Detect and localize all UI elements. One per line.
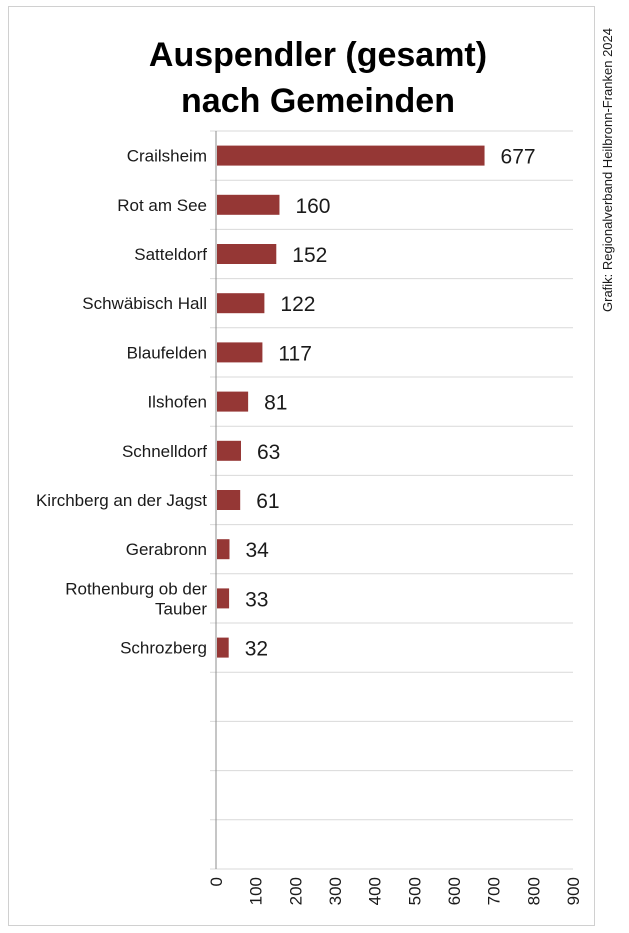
category-label: Blaufelden [127, 343, 207, 362]
bar [217, 588, 230, 609]
category-label-line: Satteldorf [134, 245, 207, 264]
category-label-line: Schnelldorf [122, 442, 207, 461]
x-axis-tick-labels: 0 100 200 300 400 500 600 700 800 900 [207, 877, 583, 905]
bars [217, 145, 485, 658]
bar [217, 145, 485, 166]
x-tick-label: 600 [445, 877, 464, 905]
x-tick-label: 500 [405, 877, 424, 905]
value-label: 81 [264, 392, 287, 415]
category-label: Kirchberg an der Jagst [36, 491, 207, 510]
value-label: 117 [278, 342, 311, 365]
category-label: Schrozberg [120, 639, 207, 658]
category-label-line: Schwäbisch Hall [82, 294, 207, 313]
value-label: 122 [280, 293, 315, 316]
value-label: 160 [295, 195, 330, 218]
category-label-line: Crailsheim [127, 147, 207, 166]
value-label: 677 [501, 146, 536, 169]
bar [217, 539, 230, 560]
x-tick-label: 300 [326, 877, 345, 905]
category-label-line: Blaufelden [127, 343, 207, 362]
bar [217, 440, 241, 461]
gridlines [210, 130, 573, 870]
category-label: Crailsheim [127, 147, 207, 166]
value-label: 61 [256, 490, 279, 513]
category-labels: Crailsheim Rot am See Satteldorf Schwäbisch… [36, 147, 207, 658]
source-credit: Grafik: Regionalverband Heilbronn-Franke… [600, 28, 615, 312]
value-label: 63 [257, 441, 280, 464]
value-labels: 677 160 152 122 117 81 63 61 34 33 32 [245, 146, 536, 661]
value-label: 32 [245, 638, 268, 661]
x-tick-label: 200 [286, 877, 305, 905]
category-label-line: Rothenburg ob der [65, 579, 207, 598]
x-tick-label: 400 [366, 877, 385, 905]
category-label-line: Kirchberg an der Jagst [36, 491, 207, 510]
category-label-line: Schrozberg [120, 639, 207, 658]
category-label-line: Tauber [155, 599, 207, 618]
bar [217, 293, 265, 314]
category-label-line: Ilshofen [147, 393, 207, 412]
bar [217, 637, 229, 658]
x-tick-label: 100 [247, 877, 266, 905]
bar [217, 490, 241, 510]
bar [217, 244, 277, 264]
bar [217, 391, 249, 412]
category-label-line: Gerabronn [126, 540, 207, 559]
value-label: 33 [245, 588, 268, 611]
value-label: 152 [292, 244, 327, 267]
x-tick-label: 700 [485, 877, 504, 905]
category-label: Gerabronn [126, 540, 207, 559]
x-tick-label: 0 [207, 877, 226, 886]
category-label: Rot am See [117, 196, 207, 215]
x-tick-label: 800 [524, 877, 543, 905]
x-tick-label: 900 [564, 877, 583, 905]
chart-title-line-2: nach Gemeinden [181, 82, 455, 120]
chart-title-line-1: Auspendler (gesamt) [149, 36, 487, 74]
category-label: Ilshofen [147, 393, 207, 412]
category-label: Rothenburg ob der Tauber [65, 579, 207, 618]
category-label-line: Rot am See [117, 196, 207, 215]
category-label: Schwäbisch Hall [82, 294, 207, 313]
category-label: Satteldorf [134, 245, 207, 264]
chart-title: Auspendler (gesamt) nach Gemeinden [149, 36, 487, 120]
bar [217, 342, 263, 363]
category-label: Schnelldorf [122, 442, 207, 461]
bar [217, 194, 280, 215]
value-label: 34 [245, 539, 269, 562]
